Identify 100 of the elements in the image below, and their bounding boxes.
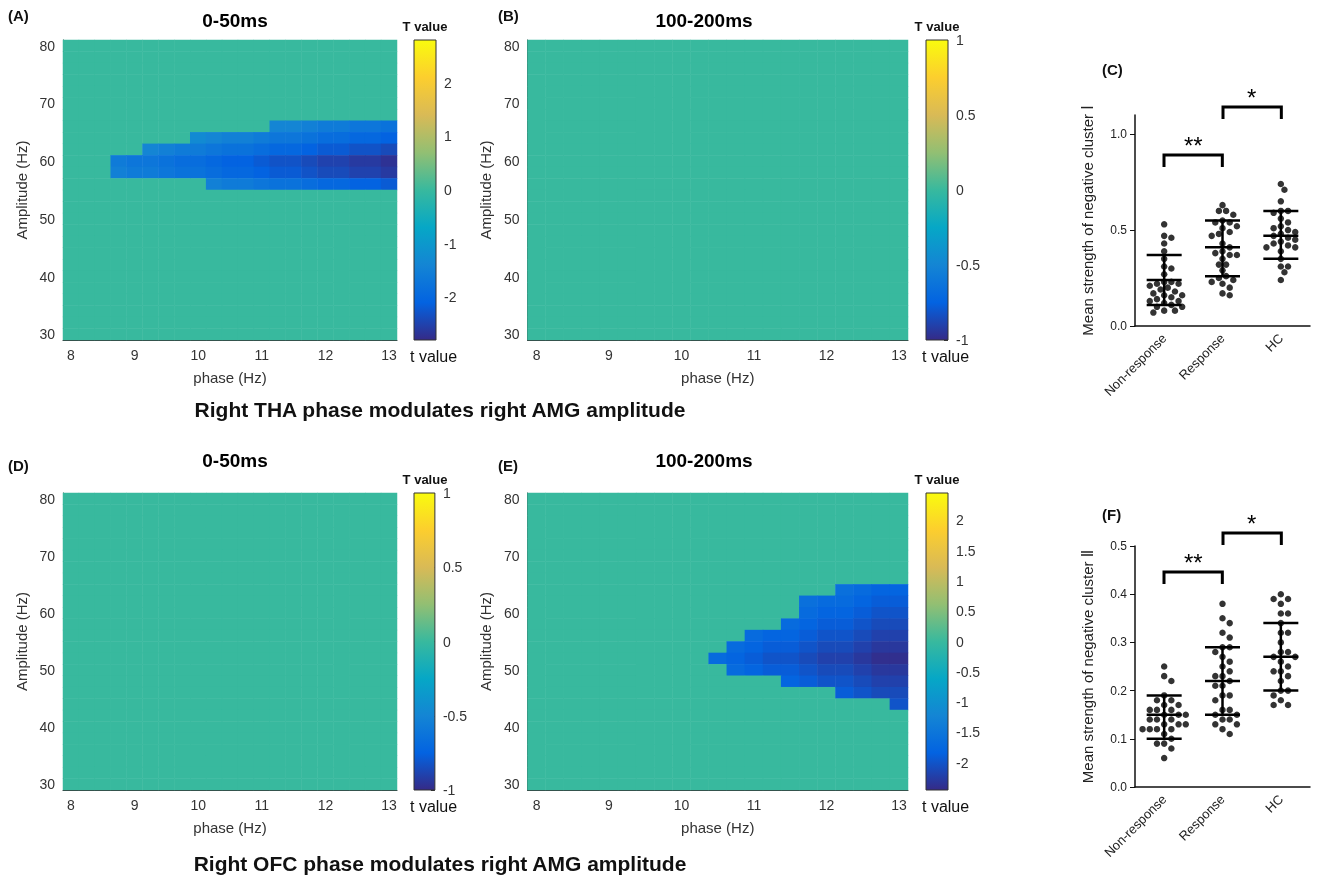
y-tick-label: 30 (39, 326, 56, 343)
y-tick-label: 60 (39, 604, 56, 621)
y-tick-label: 30 (39, 776, 56, 793)
x-axis-title: phase (Hz) (193, 819, 267, 836)
y-tick-label: 40 (39, 719, 56, 736)
y-axis-title: Amplitude (Hz) (12, 140, 30, 240)
annotation: ** (1183, 132, 1203, 159)
y-tick-label: 70 (503, 95, 520, 112)
color-bar-label: 0.5 (956, 107, 976, 123)
y-tick-label: 0.4 (1110, 587, 1128, 602)
x-tick-label: 9 (130, 347, 139, 363)
text: (E) (498, 457, 518, 474)
y-tick-label: 30 (503, 776, 520, 793)
y-tick-label: 50 (39, 210, 56, 227)
color-bar-label: -2 (956, 754, 969, 771)
x-tick-label: 11 (254, 797, 270, 813)
color-bar-label: -0.5 (956, 257, 981, 273)
y-tick-label: 50 (503, 210, 520, 227)
color-bar-label: -1 (442, 782, 456, 798)
y-tick-label: 80 (39, 490, 56, 507)
color-bar-label: -1.5 (956, 724, 981, 741)
color-bar-label: 2 (444, 74, 452, 91)
x-tick-label: 12 (818, 347, 835, 363)
color-bar-label: -2 (444, 289, 457, 306)
color-bar-label: -1 (956, 332, 969, 348)
text: t value (922, 347, 970, 365)
chart-title: 0-50ms (202, 450, 268, 471)
x-tick-label: 10 (190, 797, 207, 813)
color-bar-label: 0 (956, 182, 964, 198)
y-tick-label: 40 (503, 268, 520, 285)
y-axis-title: Mean strength of negative cluster Ⅰ (1079, 105, 1096, 336)
color-bar-label: 0 (442, 633, 451, 650)
x-tick-label: 12 (317, 347, 334, 363)
x-tick-label: 12 (317, 797, 334, 813)
x-tick-label: 13 (891, 797, 907, 813)
text: * (1246, 510, 1257, 537)
x-axis-title: phase (Hz) (681, 819, 755, 836)
x-tick-label: 8 (532, 797, 541, 813)
y-tick-label: 1.0 (1110, 127, 1128, 142)
color-bar-label: -0.5 (442, 707, 468, 724)
x-tick-label: 12 (818, 797, 835, 813)
text: Right THA phase modulates right AMG amplitude (194, 398, 686, 422)
text: Right OFC phase modulates right AMG amplitude (193, 852, 687, 876)
y-tick-label: 50 (503, 662, 520, 679)
y-tick-label: 60 (39, 153, 56, 170)
text: (B) (498, 7, 519, 24)
y-tick-label: 0.2 (1110, 683, 1128, 698)
x-tick-label: 10 (190, 347, 207, 363)
text: (A) (8, 7, 29, 24)
color-bar-title: T value (914, 19, 960, 34)
y-tick-label: 0.0 (1110, 319, 1128, 333)
color-bar-label: 1 (956, 572, 964, 589)
y-tick-label: 0.1 (1110, 731, 1128, 746)
chart-title: 100-200ms (655, 450, 753, 471)
x-tick-label: 10 (673, 347, 690, 363)
x-axis-title: phase (Hz) (681, 369, 755, 386)
y-tick-label: 80 (503, 490, 520, 507)
y-tick-label: 40 (39, 268, 56, 285)
x-tick-label: 13 (381, 347, 398, 363)
y-tick-label: 0.5 (1110, 223, 1128, 238)
y-tick-label: 0.5 (1110, 539, 1128, 553)
y-tick-label: 60 (503, 153, 520, 170)
chart-title: 0-50ms (202, 10, 268, 31)
x-tick-label: 9 (130, 797, 139, 813)
x-tick-label: 13 (891, 347, 907, 363)
text: t value (410, 347, 458, 365)
x-tick-label: 8 (67, 347, 76, 363)
color-bar-title: T value (402, 19, 448, 34)
text: (C) (1102, 61, 1123, 78)
x-tick-label: HC (1262, 330, 1287, 355)
x-tick-label: 11 (746, 797, 762, 813)
x-tick-label: 8 (532, 347, 541, 363)
color-bar-title: T value (402, 472, 448, 487)
annotation: ** (1183, 549, 1203, 576)
text: * (1246, 84, 1257, 111)
x-tick-label: 10 (673, 797, 690, 813)
y-axis-title: Amplitude (Hz) (477, 591, 494, 692)
color-bar-label: -1 (956, 694, 969, 711)
y-tick-label: 60 (503, 604, 520, 621)
y-tick-label: 50 (39, 662, 56, 679)
color-bar-label: 1.5 (956, 542, 976, 559)
color-bar-label: 0 (956, 633, 964, 650)
x-tick-label: 9 (605, 797, 614, 813)
color-bar-label: 1 (956, 32, 964, 48)
y-axis-title: Amplitude (Hz) (12, 591, 30, 692)
color-bar-label: 0.5 (442, 559, 463, 576)
color-bar-label: 0 (444, 182, 452, 198)
y-tick-label: 0.3 (1110, 635, 1128, 650)
y-tick-label: 70 (503, 547, 520, 564)
color-bar-title: T value (914, 472, 960, 487)
color-bar-label: -1 (444, 235, 457, 252)
color-bar-label: 1 (444, 128, 452, 145)
x-tick-label: 11 (746, 347, 762, 363)
color-bar-label: -0.5 (956, 663, 981, 680)
color-bar-label: 2 (956, 512, 964, 529)
y-axis-title: Amplitude (Hz) (477, 140, 494, 240)
text: (D) (8, 457, 29, 474)
y-tick-label: 70 (39, 547, 56, 564)
y-tick-label: 80 (503, 37, 520, 54)
y-tick-label: 30 (503, 326, 520, 343)
